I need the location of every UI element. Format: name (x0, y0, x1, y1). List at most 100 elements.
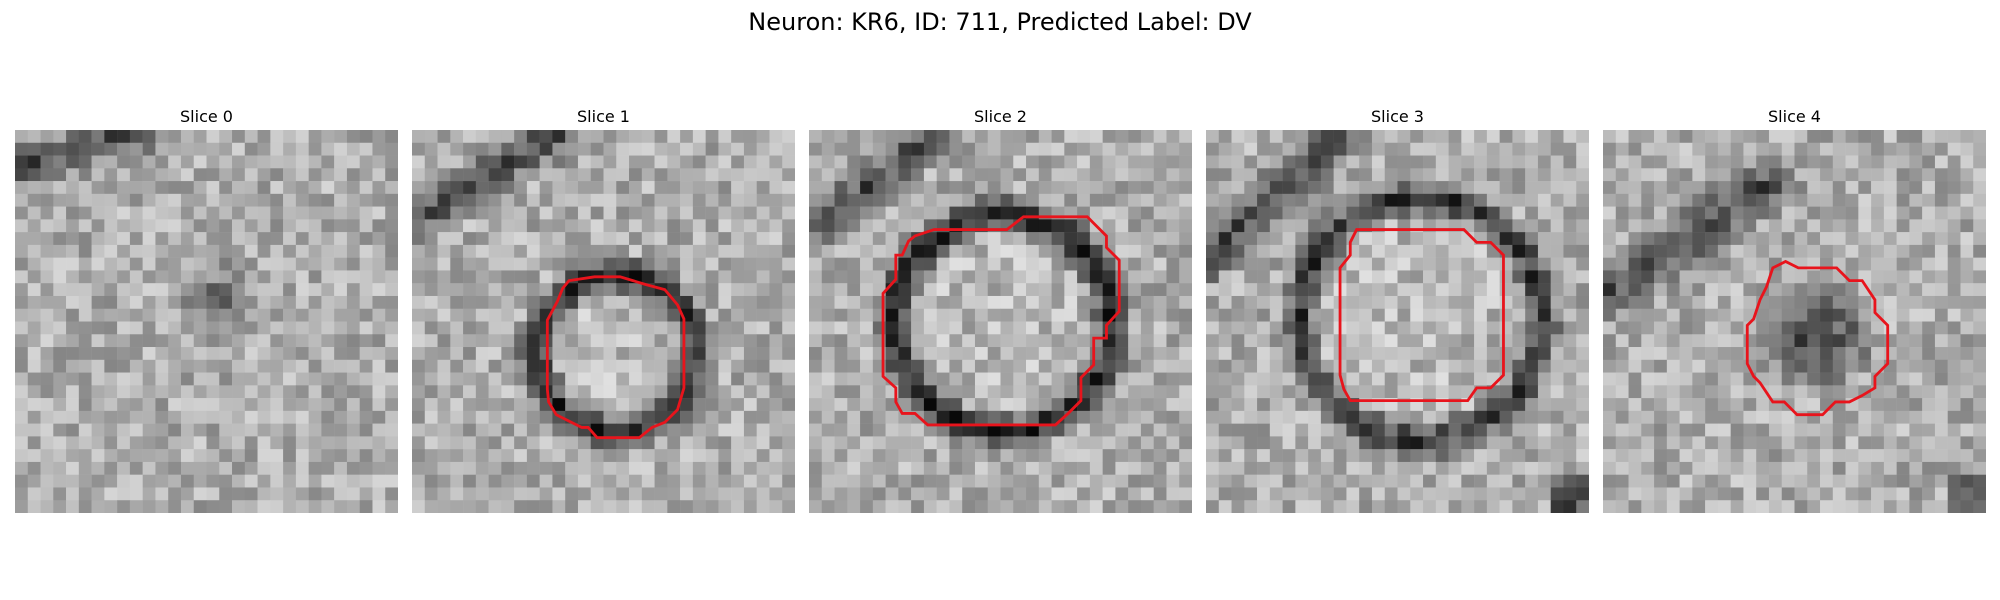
pixel (206, 295, 220, 309)
pixel (565, 232, 579, 246)
pixel (974, 155, 988, 169)
pixel (1206, 500, 1220, 513)
pixel (1026, 500, 1040, 513)
pixel (692, 206, 706, 220)
pixel (1026, 155, 1040, 169)
pixel (1756, 257, 1770, 271)
pixel (1461, 181, 1475, 195)
pixel (1206, 423, 1220, 437)
pixel (603, 142, 617, 156)
pixel (680, 130, 694, 144)
pixel (526, 410, 540, 424)
pixel (206, 347, 220, 361)
pixel (603, 155, 617, 169)
slice-image-3 (1206, 130, 1589, 513)
pixel (974, 206, 988, 220)
pixel (1679, 130, 1693, 144)
pixel (219, 359, 233, 373)
pixel (923, 436, 937, 450)
pixel (1448, 244, 1462, 258)
pixel (1333, 142, 1347, 156)
pixel (219, 334, 233, 348)
pixel (1486, 474, 1500, 488)
pixel (847, 232, 861, 246)
pixel (1474, 270, 1488, 284)
pixel (1140, 155, 1154, 169)
pixel (743, 155, 757, 169)
pixel (463, 168, 477, 182)
pixel (1244, 181, 1258, 195)
pixel (1692, 257, 1706, 271)
pixel (1051, 359, 1065, 373)
pixel (705, 232, 719, 246)
pixel (1820, 308, 1834, 322)
pixel (641, 398, 655, 412)
pixel (1013, 385, 1027, 399)
pixel (1960, 474, 1974, 488)
pixel (603, 398, 617, 412)
pixel (1486, 283, 1500, 297)
pixel (1499, 334, 1513, 348)
pixel (78, 142, 92, 156)
pixel (1077, 321, 1091, 335)
pixel (463, 487, 477, 501)
pixel (1550, 232, 1564, 246)
pixel (1038, 232, 1052, 246)
pixel (526, 244, 540, 258)
pixel (641, 385, 655, 399)
pixel (809, 410, 823, 424)
pixel (346, 359, 360, 373)
pixel (1717, 334, 1731, 348)
pixel (834, 449, 848, 463)
pixel (142, 219, 156, 233)
pixel (1705, 334, 1719, 348)
pixel (692, 423, 706, 437)
pixel (743, 461, 757, 475)
pixel (463, 155, 477, 169)
pixel (142, 130, 156, 144)
pixel (359, 295, 373, 309)
pixel (1231, 474, 1245, 488)
pixel (514, 295, 528, 309)
pixel (834, 436, 848, 450)
pixel (1128, 398, 1142, 412)
pixel (104, 334, 118, 348)
pixel (1218, 347, 1232, 361)
pixel (1115, 244, 1129, 258)
pixel (616, 168, 630, 182)
pixel (1858, 193, 1872, 207)
pixel (552, 270, 566, 284)
pixel (809, 232, 823, 246)
pixel (1026, 321, 1040, 335)
pixel (437, 295, 451, 309)
pixel (1807, 130, 1821, 144)
pixel (1781, 334, 1795, 348)
pixel (168, 270, 182, 284)
pixel (847, 449, 861, 463)
pixel (1730, 474, 1744, 488)
pixel (834, 142, 848, 156)
pixel (1461, 500, 1475, 513)
pixel (450, 232, 464, 246)
pixel (193, 181, 207, 195)
pixel (104, 142, 118, 156)
pixel (1550, 461, 1564, 475)
pixel (412, 155, 426, 169)
pixel (1269, 219, 1283, 233)
pixel (1692, 436, 1706, 450)
pixel (1960, 142, 1974, 156)
pixel (1858, 474, 1872, 488)
pixel (1550, 500, 1564, 513)
pixel (1628, 372, 1642, 386)
pixel (334, 168, 348, 182)
pixel (488, 398, 502, 412)
pixel (1550, 142, 1564, 156)
pixel (1730, 244, 1744, 258)
pixel (1115, 219, 1129, 233)
pixel (1461, 334, 1475, 348)
pixel (692, 308, 706, 322)
pixel (1730, 142, 1744, 156)
pixel (1756, 385, 1770, 399)
pixel (219, 168, 233, 182)
pixel (1960, 257, 1974, 271)
